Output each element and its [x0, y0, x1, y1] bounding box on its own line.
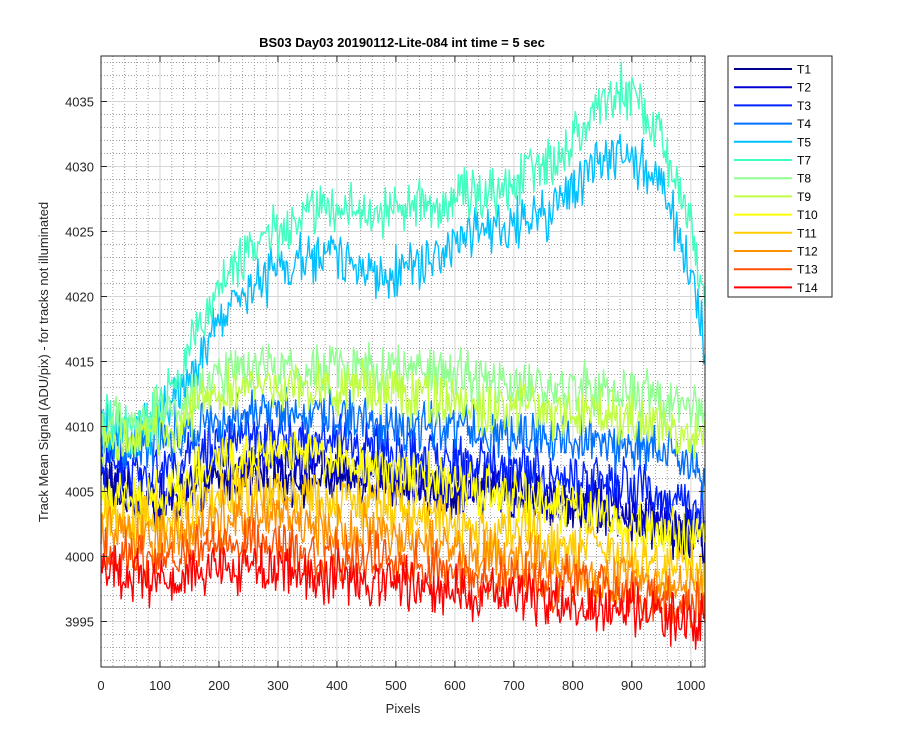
- series-line-t12: [100, 486, 706, 613]
- x-tick-label: 500: [385, 678, 407, 693]
- x-tick-label: 100: [149, 678, 171, 693]
- tick-marks: [100, 56, 705, 667]
- series-line-t10: [100, 431, 706, 567]
- series-line-t13: [100, 516, 706, 632]
- x-tick-label: 900: [621, 678, 643, 693]
- legend-label-t5: T5: [797, 135, 811, 149]
- legend-label-t2: T2: [797, 81, 811, 95]
- legend-label-t9: T9: [797, 190, 811, 204]
- legend-label-t8: T8: [797, 172, 811, 186]
- legend-label-t13: T13: [797, 263, 818, 277]
- x-tick-label: 700: [503, 678, 525, 693]
- x-tick-label: 300: [267, 678, 289, 693]
- x-tick-label: 800: [562, 678, 584, 693]
- x-tick-labels: 0 100 200 300 400 500 600 700 800 900 1000: [97, 678, 705, 693]
- x-tick-label: 1000: [676, 678, 705, 693]
- y-tick-label: 4010: [65, 420, 94, 435]
- legend-label-t4: T4: [797, 117, 811, 131]
- legend-label-t10: T10: [797, 208, 818, 222]
- series-line-t4: [100, 386, 706, 500]
- series-group: [100, 61, 706, 650]
- y-tick-label: 4015: [65, 355, 94, 370]
- legend-entries: T1 T2 T3 T4 T5 T7 T8 T9 T10 T11 T12 T13 T14: [734, 63, 818, 295]
- plot-area: [100, 55, 706, 668]
- legend-box: [727, 55, 833, 298]
- x-tick-label: 400: [326, 678, 348, 693]
- series-line-t7: [100, 61, 706, 447]
- y-tick-label: 4005: [65, 485, 94, 500]
- chart-title: BS03 Day03 20190112-Lite-084 int time = …: [259, 35, 545, 50]
- x-tick-label: 200: [208, 678, 230, 693]
- y-tick-label: 3995: [65, 615, 94, 630]
- series-line-t9: [100, 358, 706, 468]
- y-tick-label: 4020: [65, 290, 94, 305]
- y-tick-label: 4025: [65, 225, 94, 240]
- legend-label-t1: T1: [797, 63, 811, 77]
- legend-label-t12: T12: [797, 245, 818, 259]
- y-tick-labels: 3995 4000 4005 4010 4015 4020 4025 4030 4035: [65, 95, 94, 630]
- legend: T1 T2 T3 T4 T5 T7 T8 T9 T10 T11 T12 T13 T14: [727, 55, 833, 298]
- legend-label-t14: T14: [797, 281, 818, 295]
- x-axis-label: Pixels: [386, 701, 421, 716]
- legend-label-t7: T7: [797, 154, 811, 168]
- x-tick-label: 600: [444, 678, 466, 693]
- y-axis-label: Track Mean Signal (ADU/pix) - for tracks…: [36, 202, 51, 522]
- y-tick-label: 4000: [65, 550, 94, 565]
- legend-label-t3: T3: [797, 99, 811, 113]
- legend-label-t11: T11: [797, 226, 817, 240]
- y-tick-label: 4035: [65, 95, 94, 110]
- series-line-t14: [100, 542, 706, 650]
- x-tick-label: 0: [97, 678, 104, 693]
- y-tick-label: 4030: [65, 160, 94, 175]
- series-line-t5: [100, 133, 706, 457]
